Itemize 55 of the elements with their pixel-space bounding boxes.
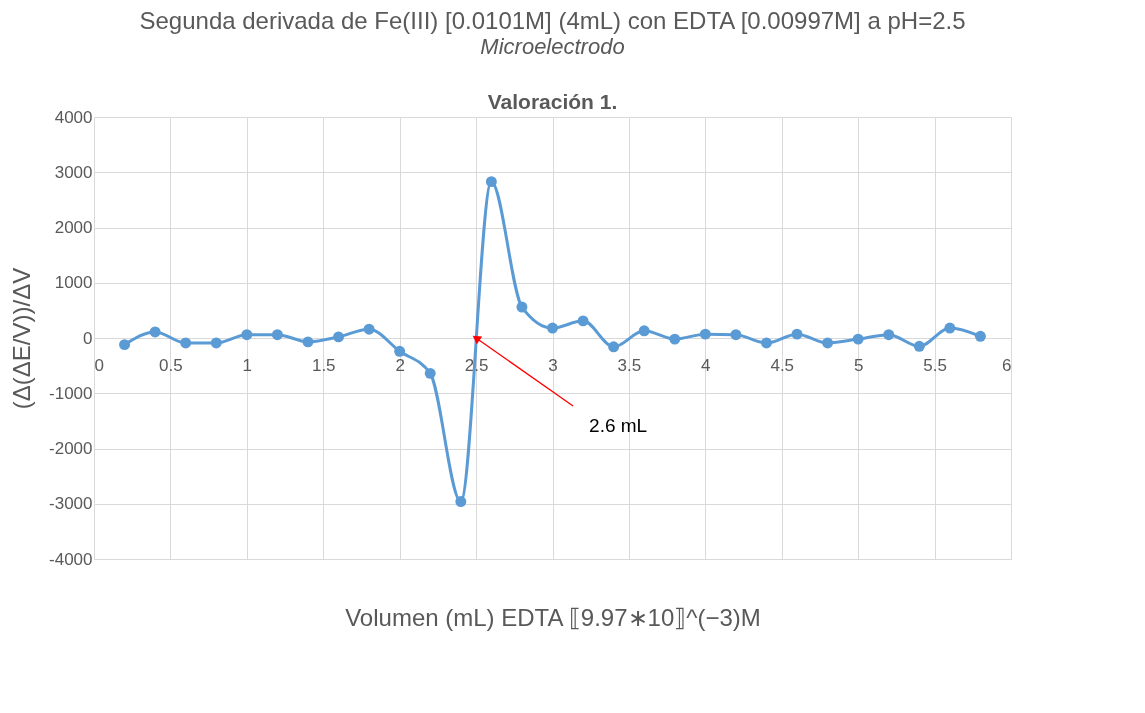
point <box>944 322 956 334</box>
point <box>883 329 895 341</box>
point <box>485 176 497 188</box>
chart-title: Segunda derivada de Fe(III) [0.0101M] (4mL) con EDTA [0.00997M] a pH=2.5 <box>139 7 966 34</box>
point <box>608 341 620 353</box>
y-tick-label: -2000 <box>49 439 93 458</box>
point <box>210 337 222 349</box>
point <box>180 337 192 349</box>
x-tick-label: 1 <box>242 355 253 375</box>
y-tick-label: -3000 <box>49 494 93 514</box>
x-tick-label: 2 <box>395 355 405 375</box>
y-tick-label: -4000 <box>49 549 93 569</box>
x-tick-label: 3 <box>548 355 558 375</box>
annotation: 2.6 mL <box>589 415 648 436</box>
point <box>669 333 681 345</box>
point <box>363 323 375 335</box>
point <box>974 330 986 342</box>
x-tick-label: 4.5 <box>770 355 795 375</box>
point <box>852 333 864 345</box>
point <box>822 337 834 349</box>
x-axis-title: Volumen (mL) EDTA ⟦9.97∗10⟧^(−3)M <box>345 603 761 631</box>
y-tick-label: -1000 <box>49 383 93 403</box>
x-tick-label: 4 <box>701 355 711 375</box>
point <box>577 315 589 327</box>
point <box>302 336 314 348</box>
text: Valoración 1. <box>487 90 618 113</box>
point <box>394 345 406 357</box>
point <box>760 337 772 349</box>
point <box>730 329 742 341</box>
point <box>791 328 803 340</box>
point <box>241 329 253 341</box>
point <box>638 325 650 337</box>
point <box>516 301 528 313</box>
point <box>333 331 345 343</box>
y-tick-label: 0 <box>83 328 93 348</box>
y-tick-label: 1000 <box>54 273 93 293</box>
point <box>699 328 711 340</box>
point <box>119 339 131 351</box>
y-axis-title: (Δ(ΔE/V))/ΔV <box>8 267 36 410</box>
y-tick-label: 2000 <box>54 218 93 237</box>
chart-subtitle: Microelectrodo <box>480 34 625 59</box>
x-tick-label: 6 <box>1002 355 1012 375</box>
x-tick-label: 5.5 <box>923 355 947 375</box>
x-tick-label: 1.5 <box>311 355 336 375</box>
x-tick-label: 3.5 <box>617 355 642 375</box>
point <box>547 322 558 334</box>
point <box>271 329 283 341</box>
y-tick-label: 3000 <box>54 162 93 182</box>
point <box>913 340 925 352</box>
point <box>424 367 436 379</box>
x-tick-label: 0.5 <box>159 355 183 375</box>
y-tick-label: 4000 <box>54 107 93 127</box>
point <box>455 496 467 508</box>
point <box>149 326 161 338</box>
x-tick-label: 5 <box>853 355 864 375</box>
